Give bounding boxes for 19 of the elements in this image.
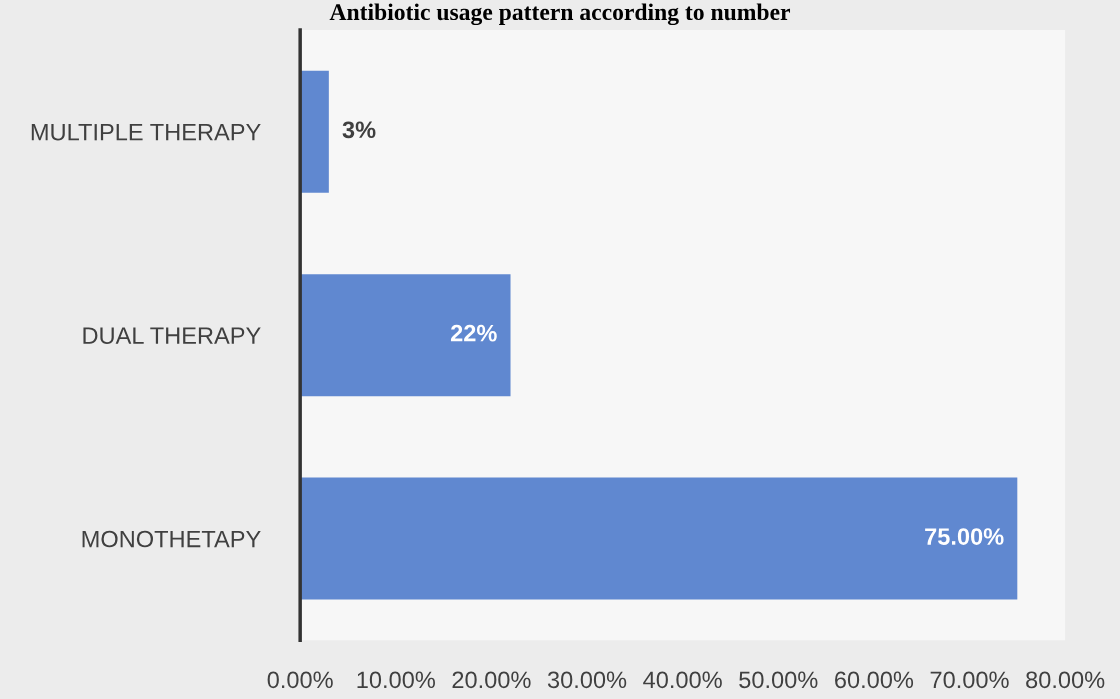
- x-tick-label: 60.00%: [835, 671, 914, 689]
- data-label: 3%: [342, 121, 376, 139]
- x-tick-label: 30.00%: [547, 671, 627, 689]
- y-tick-label: DUAL THERAPY: [83, 327, 261, 344]
- data-label: 22%: [450, 324, 497, 342]
- x-tick-label: 70.00%: [930, 671, 1009, 689]
- y-tick-label: MONOTHETAPY: [82, 530, 261, 548]
- x-tick-label: 10.00%: [357, 671, 435, 689]
- x-tick-label: 20.00%: [452, 671, 531, 689]
- x-tick-label: 40.00%: [643, 671, 722, 689]
- bar: [300, 477, 1018, 600]
- chart-title: Antibiotic usage pattern according to number: [329, 3, 791, 26]
- y-tick-label: MULTIPLE THERAPY: [31, 124, 261, 141]
- x-tick-label: 0.00%: [267, 671, 333, 689]
- bar: [300, 70, 329, 193]
- x-tick-label: 80.00%: [1026, 671, 1105, 689]
- x-tick-label: 50.00%: [739, 671, 818, 689]
- bar: [300, 274, 511, 397]
- data-label: 75.00%: [925, 528, 1004, 545]
